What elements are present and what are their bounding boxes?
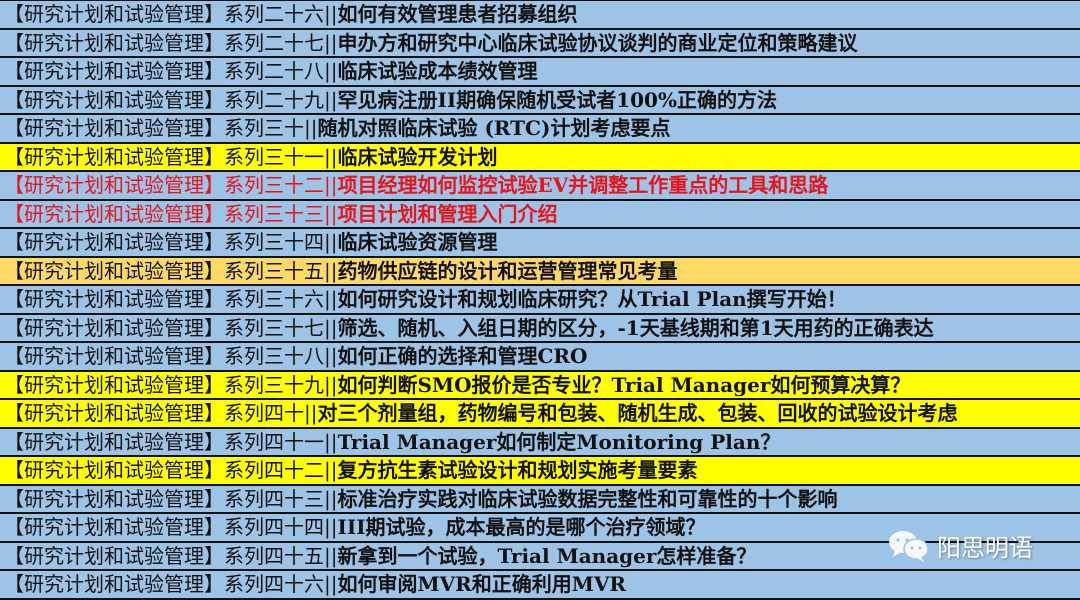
article-title: 临床试验开发计划 bbox=[337, 144, 498, 169]
category-prefix: 【研究计划和试验管理】 bbox=[4, 344, 224, 369]
series-number: 系列三十|| bbox=[224, 116, 318, 141]
watermark: 阳思明语 bbox=[887, 528, 1033, 563]
list-item[interactable]: 【研究计划和试验管理】 系列三十三|| 项目计划和管理入门介绍 bbox=[0, 200, 1080, 229]
article-title: III期试验，成本最高的是哪个治疗领域？ bbox=[337, 515, 706, 540]
list-item[interactable]: 【研究计划和试验管理】 系列四十六|| 如何审阅MVR和正确利用MVR bbox=[0, 571, 1080, 600]
list-item[interactable]: 【研究计划和试验管理】 系列三十|| 随机对照临床试验 (RTC)计划考虑要点 bbox=[0, 115, 1080, 144]
series-number: 系列三十一|| bbox=[224, 144, 338, 169]
category-prefix: 【研究计划和试验管理】 bbox=[4, 401, 224, 426]
list-item[interactable]: 【研究计划和试验管理】 系列三十八|| 如何正确的选择和管理CRO bbox=[0, 343, 1080, 372]
list-item[interactable]: 【研究计划和试验管理】 系列三十六|| 如何研究设计和规划临床研究？从Trial P… bbox=[0, 286, 1080, 315]
series-number: 系列四十|| bbox=[224, 401, 318, 426]
wechat-icon bbox=[889, 530, 929, 562]
category-prefix: 【研究计划和试验管理】 bbox=[4, 201, 224, 226]
category-prefix: 【研究计划和试验管理】 bbox=[4, 458, 224, 483]
series-number: 系列二十六|| bbox=[224, 2, 338, 27]
category-prefix: 【研究计划和试验管理】 bbox=[4, 372, 224, 397]
series-number: 系列四十四|| bbox=[224, 515, 338, 540]
series-number: 系列三十九|| bbox=[224, 372, 338, 397]
list-item[interactable]: 【研究计划和试验管理】 系列四十四|| III期试验，成本最高的是哪个治疗领域？ bbox=[0, 514, 1080, 543]
list-item[interactable]: 【研究计划和试验管理】 系列三十九|| 如何判断SMO报价是否专业？Trial Ma… bbox=[0, 371, 1080, 400]
list-item[interactable]: 【研究计划和试验管理】 系列四十五|| 新拿到一个试验，Trial Manager怎… bbox=[0, 542, 1080, 571]
list-item[interactable]: 【研究计划和试验管理】 系列二十六|| 如何有效管理患者招募组织 bbox=[0, 0, 1080, 30]
article-title: 药物供应链的设计和运营管理常见考量 bbox=[337, 258, 678, 283]
series-number: 系列三十六|| bbox=[224, 287, 338, 312]
article-title: 罕见病注册II期确保随机受试者100%正确的方法 bbox=[337, 87, 777, 112]
list-item[interactable]: 【研究计划和试验管理】 系列三十一|| 临床试验开发计划 bbox=[0, 143, 1080, 172]
list-item[interactable]: 【研究计划和试验管理】 系列三十四|| 临床试验资源管理 bbox=[0, 229, 1080, 258]
series-number: 系列三十三|| bbox=[224, 201, 338, 226]
series-number: 系列二十七|| bbox=[224, 30, 338, 55]
category-prefix: 【研究计划和试验管理】 bbox=[4, 429, 224, 454]
series-number: 系列四十三|| bbox=[224, 486, 338, 511]
article-title: 如何研究设计和规划临床研究？从Trial Plan撰写开始！ bbox=[337, 287, 847, 312]
list-item[interactable]: 【研究计划和试验管理】 系列二十八|| 临床试验成本绩效管理 bbox=[0, 58, 1080, 87]
list-item[interactable]: 【研究计划和试验管理】 系列二十九|| 罕见病注册II期确保随机受试者100%正确的… bbox=[0, 86, 1080, 115]
category-prefix: 【研究计划和试验管理】 bbox=[4, 287, 224, 312]
article-title: 如何有效管理患者招募组织 bbox=[337, 2, 578, 27]
series-number: 系列四十一|| bbox=[224, 429, 338, 454]
category-prefix: 【研究计划和试验管理】 bbox=[4, 30, 224, 55]
category-prefix: 【研究计划和试验管理】 bbox=[4, 116, 224, 141]
category-prefix: 【研究计划和试验管理】 bbox=[4, 230, 224, 255]
series-number: 系列三十八|| bbox=[224, 344, 338, 369]
series-number: 系列二十八|| bbox=[224, 59, 338, 84]
article-title: 新拿到一个试验，Trial Manager怎样准备？ bbox=[337, 543, 757, 568]
series-number: 系列三十二|| bbox=[224, 173, 338, 198]
article-title: 随机对照临床试验 (RTC)计划考虑要点 bbox=[317, 116, 671, 141]
article-title: 项目经理如何监控试验EV并调整工作重点的工具和思路 bbox=[337, 173, 829, 198]
list-item[interactable]: 【研究计划和试验管理】 系列四十一|| Trial Manager如何制定Monit… bbox=[0, 428, 1080, 457]
category-prefix: 【研究计划和试验管理】 bbox=[4, 315, 224, 340]
article-title: 临床试验资源管理 bbox=[337, 230, 498, 255]
list-item[interactable]: 【研究计划和试验管理】 系列二十七|| 申办方和研究中心临床试验协议谈判的商业定位和… bbox=[0, 29, 1080, 58]
article-title: 如何审阅MVR和正确利用MVR bbox=[337, 572, 627, 597]
series-number: 系列三十四|| bbox=[224, 230, 338, 255]
category-prefix: 【研究计划和试验管理】 bbox=[4, 258, 224, 283]
category-prefix: 【研究计划和试验管理】 bbox=[4, 486, 224, 511]
list-item[interactable]: 【研究计划和试验管理】 系列三十七|| 筛选、随机、入组日期的区分，-1天基线期和第… bbox=[0, 314, 1080, 343]
list-item[interactable]: 【研究计划和试验管理】 系列四十|| 对三个剂量组，药物编号和包装、随机生成、包装、… bbox=[0, 400, 1080, 429]
article-title: 标准治疗实践对临床试验数据完整性和可靠性的十个影响 bbox=[337, 486, 838, 511]
list-item[interactable]: 【研究计划和试验管理】 系列四十三|| 标准治疗实践对临床试验数据完整性和可靠性的十… bbox=[0, 485, 1080, 514]
article-title: Trial Manager如何制定Monitoring Plan？ bbox=[337, 429, 781, 454]
watermark-text: 阳思明语 bbox=[937, 534, 1033, 562]
list-item[interactable]: 【研究计划和试验管理】 系列三十二|| 项目经理如何监控试验EV并调整工作重点的工具… bbox=[0, 172, 1080, 201]
category-prefix: 【研究计划和试验管理】 bbox=[4, 173, 224, 198]
category-prefix: 【研究计划和试验管理】 bbox=[4, 543, 224, 568]
list-item[interactable]: 【研究计划和试验管理】 系列四十二|| 复方抗生素试验设计和规划实施考量要素 bbox=[0, 457, 1080, 486]
article-title: 复方抗生素试验设计和规划实施考量要素 bbox=[337, 458, 698, 483]
series-number: 系列二十九|| bbox=[224, 87, 338, 112]
series-number: 系列四十五|| bbox=[224, 543, 338, 568]
series-number: 系列三十七|| bbox=[224, 315, 338, 340]
series-number: 系列四十六|| bbox=[224, 572, 338, 597]
article-title: 如何正确的选择和管理CRO bbox=[337, 344, 588, 369]
category-prefix: 【研究计划和试验管理】 bbox=[4, 572, 224, 597]
article-title: 筛选、随机、入组日期的区分，-1天基线期和第1天用药的正确表达 bbox=[337, 315, 934, 340]
category-prefix: 【研究计划和试验管理】 bbox=[4, 87, 224, 112]
article-title: 项目计划和管理入门介绍 bbox=[337, 201, 558, 226]
article-title: 临床试验成本绩效管理 bbox=[337, 59, 538, 84]
category-prefix: 【研究计划和试验管理】 bbox=[4, 144, 224, 169]
article-title: 如何判断SMO报价是否专业？Trial Manager如何预算决算？ bbox=[337, 372, 911, 397]
article-title: 申办方和研究中心临床试验协议谈判的商业定位和策略建议 bbox=[337, 30, 858, 55]
series-number: 系列四十二|| bbox=[224, 458, 338, 483]
category-prefix: 【研究计划和试验管理】 bbox=[4, 515, 224, 540]
list-item[interactable]: 【研究计划和试验管理】 系列三十五|| 药物供应链的设计和运营管理常见考量 bbox=[0, 257, 1080, 286]
series-number: 系列三十五|| bbox=[224, 258, 338, 283]
category-prefix: 【研究计划和试验管理】 bbox=[4, 59, 224, 84]
article-title: 对三个剂量组，药物编号和包装、随机生成、包装、回收的试验设计考虑 bbox=[317, 401, 958, 426]
category-prefix: 【研究计划和试验管理】 bbox=[4, 2, 224, 27]
